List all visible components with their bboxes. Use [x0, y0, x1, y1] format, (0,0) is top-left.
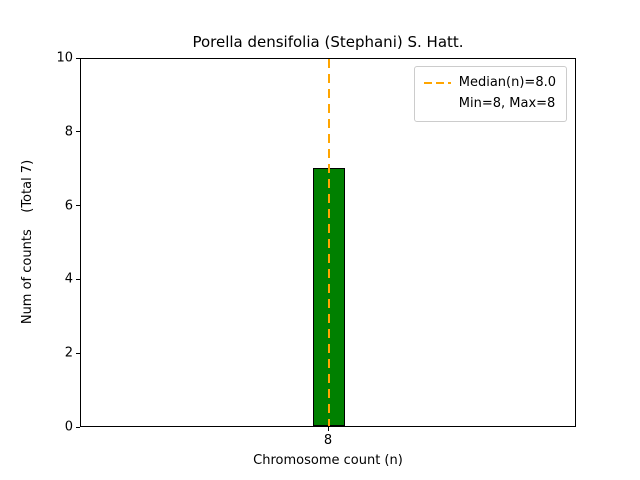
median-line — [328, 59, 330, 426]
legend: Median(n)=8.0 Min=8, Max=8 — [413, 66, 567, 122]
legend-entry-median: Median(n)=8.0 — [423, 73, 556, 94]
legend-empty-handle — [424, 103, 451, 105]
y-tick-mark — [76, 205, 80, 207]
legend-label-median: Median(n)=8.0 — [458, 75, 556, 90]
y-axis-label: Num of counts (Total 7) — [20, 159, 35, 325]
y-tick-label: 6 — [64, 198, 73, 214]
median-legend-line-icon — [423, 82, 451, 85]
y-tick-label: 0 — [64, 419, 73, 435]
y-tick-label: 10 — [56, 50, 73, 66]
y-tick-label: 8 — [64, 124, 73, 140]
y-tick-mark — [76, 57, 80, 59]
y-tick-mark — [76, 426, 80, 428]
x-axis-label: Chromosome count (n) — [253, 453, 403, 468]
y-tick-label: 4 — [64, 271, 73, 287]
legend-entry-minmax: Min=8, Max=8 — [424, 94, 556, 115]
y-tick-label: 2 — [64, 345, 73, 361]
x-tick-label: 8 — [323, 433, 333, 448]
chart-title: Porella densifolia (Stephani) S. Hatt. — [192, 33, 464, 51]
plot-area: Median(n)=8.0 Min=8, Max=8 — [80, 58, 576, 427]
y-tick-mark — [76, 352, 80, 354]
y-tick-mark — [76, 131, 80, 133]
legend-label-minmax: Min=8, Max=8 — [458, 95, 556, 111]
y-tick-mark — [76, 278, 80, 280]
x-tick-mark — [328, 427, 329, 431]
